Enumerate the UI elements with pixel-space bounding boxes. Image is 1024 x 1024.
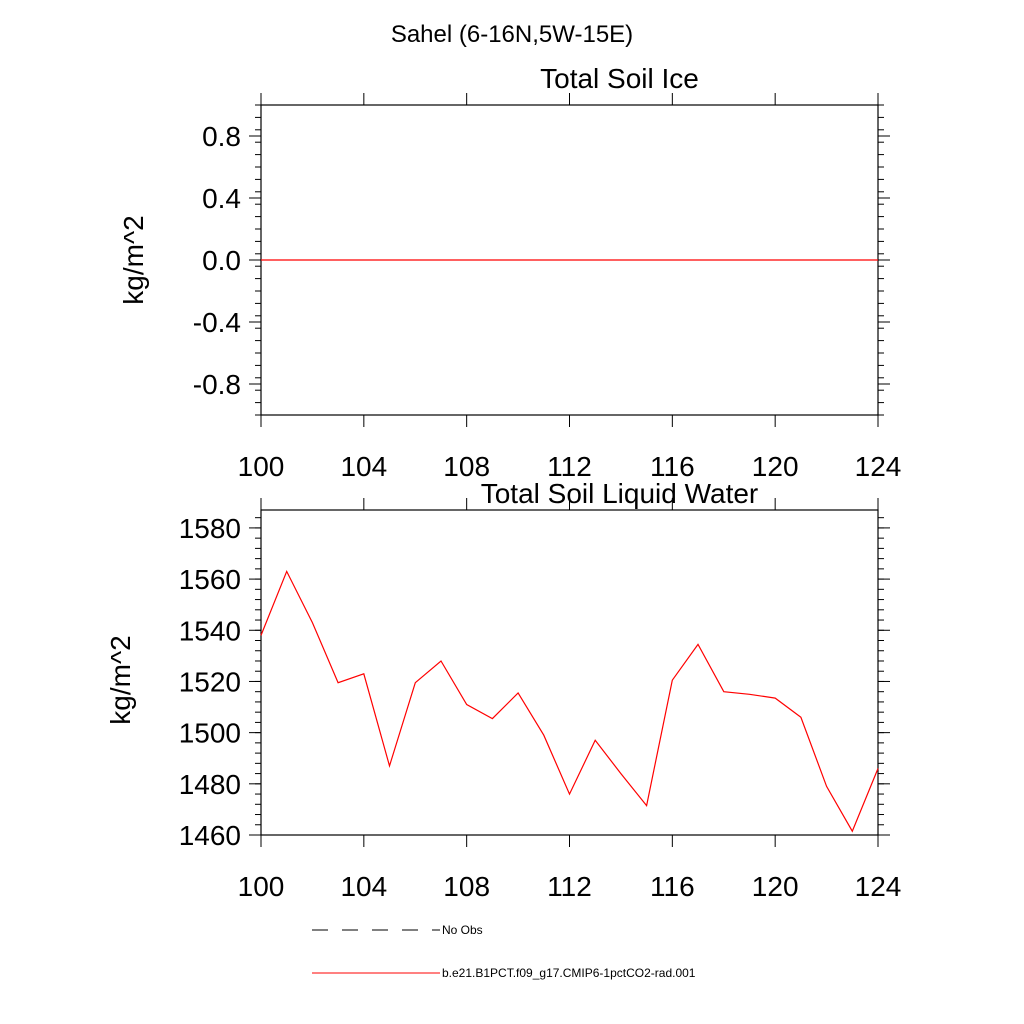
legend: No Obs b.e21.B1PCT.f09_g17.CMIP6-1pctCO2… — [312, 923, 696, 980]
panel-title: Total Soil Ice — [540, 63, 699, 94]
plot-frame — [260, 509, 879, 836]
x-tick-label: 100 — [238, 451, 285, 482]
y-tick-label: 1520 — [179, 666, 241, 697]
x-tick-label: 116 — [650, 871, 695, 902]
legend-series-label: b.e21.B1PCT.f09_g17.CMIP6-1pctCO2-rad.00… — [442, 966, 696, 980]
y-tick-label: 1560 — [179, 564, 241, 595]
y-tick-label: 0.8 — [202, 121, 241, 152]
y-tick-label: 0.4 — [202, 183, 241, 214]
legend-no-obs-label: No Obs — [442, 923, 483, 937]
x-tick-label: 124 — [855, 451, 902, 482]
panel-total-soil-liquid-water: Total Soil Liquid Water kg/m^2 100 104 108 11… — [105, 478, 901, 902]
series-line — [260, 569, 879, 833]
x-tick-label: 124 — [855, 871, 902, 902]
x-tick-label: 108 — [443, 451, 490, 482]
y-axis-label: kg/m^2 — [105, 635, 136, 724]
panel-title: Total Soil Liquid Water — [481, 478, 759, 509]
y-tick-label: -0.4 — [193, 307, 241, 338]
y-tick-label: -0.8 — [193, 369, 241, 400]
panel-total-soil-ice: Total Soil Ice kg/m^2 100 104 108 112 116 120 12… — [118, 63, 901, 482]
y-tick-label: 0.0 — [202, 245, 241, 276]
x-tick-label: 120 — [752, 451, 799, 482]
x-tick-label: 100 — [238, 871, 285, 902]
y-tick-label: 1460 — [179, 820, 241, 851]
x-tick-label: 112 — [547, 871, 592, 902]
x-tick-label: 120 — [752, 871, 799, 902]
y-tick-label: 1480 — [179, 769, 241, 800]
x-tick-label: 116 — [650, 451, 695, 482]
x-tick-label: 112 — [547, 451, 592, 482]
x-tick-label: 104 — [340, 451, 387, 482]
figure-title: Sahel (6-16N,5W-15E) — [391, 21, 633, 48]
y-tick-label: 1540 — [179, 615, 241, 646]
x-tick-label: 108 — [443, 871, 490, 902]
x-tick-label: 104 — [340, 871, 387, 902]
y-axis-label: kg/m^2 — [118, 215, 149, 304]
y-tick-label: 1580 — [179, 513, 241, 544]
y-tick-label: 1500 — [179, 718, 241, 749]
